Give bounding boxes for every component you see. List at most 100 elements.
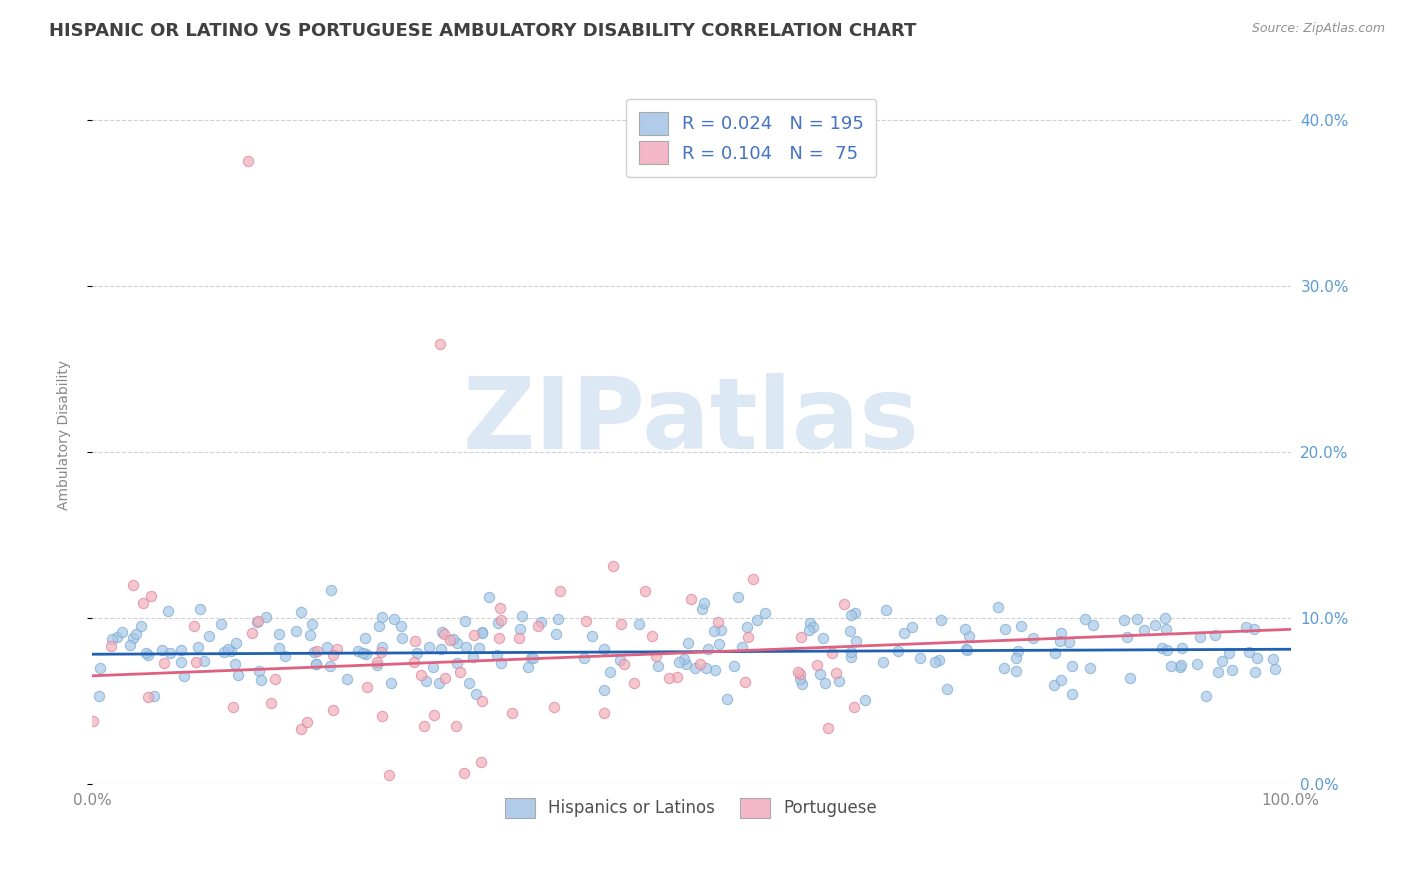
- Point: [634, 584, 657, 599]
- Point: [1160, 658, 1182, 673]
- Point: [544, 626, 567, 640]
- Point: [593, 682, 616, 697]
- Point: [430, 642, 453, 657]
- Point: [593, 706, 616, 720]
- Point: [1206, 665, 1229, 679]
- Point: [516, 660, 538, 674]
- Point: [593, 642, 616, 657]
- Point: [404, 633, 426, 648]
- Point: [221, 699, 243, 714]
- Point: [1195, 689, 1218, 703]
- Point: [371, 640, 394, 654]
- Point: [371, 709, 394, 723]
- Point: [647, 659, 669, 673]
- Point: [465, 687, 488, 701]
- Point: [136, 648, 159, 662]
- Point: [1112, 613, 1135, 627]
- Point: [132, 596, 155, 610]
- Point: [441, 632, 464, 647]
- Point: [710, 623, 733, 637]
- Point: [224, 657, 246, 671]
- Point: [501, 706, 523, 721]
- Point: [267, 641, 290, 656]
- Point: [987, 599, 1010, 614]
- Point: [679, 591, 702, 606]
- Point: [418, 640, 440, 655]
- Point: [1243, 622, 1265, 636]
- Point: [789, 630, 811, 644]
- Point: [808, 666, 831, 681]
- Point: [153, 656, 176, 670]
- Point: [422, 660, 444, 674]
- Point: [446, 636, 468, 650]
- Point: [955, 641, 977, 656]
- Point: [302, 645, 325, 659]
- Point: [150, 643, 173, 657]
- Point: [471, 626, 494, 640]
- Point: [212, 645, 235, 659]
- Point: [209, 617, 232, 632]
- Point: [522, 651, 544, 665]
- Point: [789, 666, 811, 681]
- Point: [665, 670, 688, 684]
- Point: [433, 671, 456, 685]
- Point: [1243, 665, 1265, 679]
- Point: [789, 672, 811, 686]
- Point: [658, 671, 681, 685]
- Point: [841, 650, 863, 665]
- Point: [353, 646, 375, 660]
- Point: [371, 609, 394, 624]
- Point: [693, 596, 716, 610]
- Point: [470, 755, 492, 769]
- Point: [319, 658, 342, 673]
- Point: [264, 672, 287, 686]
- Point: [543, 700, 565, 714]
- Point: [122, 578, 145, 592]
- Point: [489, 656, 512, 670]
- Point: [295, 715, 318, 730]
- Point: [797, 624, 820, 638]
- Point: [790, 677, 813, 691]
- Point: [301, 616, 323, 631]
- Point: [508, 631, 530, 645]
- Point: [610, 616, 633, 631]
- Point: [457, 676, 479, 690]
- Point: [1153, 610, 1175, 624]
- Point: [125, 626, 148, 640]
- Point: [370, 645, 392, 659]
- Point: [742, 572, 765, 586]
- Point: [1007, 644, 1029, 658]
- Point: [322, 648, 344, 663]
- Point: [267, 626, 290, 640]
- Point: [1263, 652, 1285, 666]
- Point: [1220, 663, 1243, 677]
- Point: [354, 647, 377, 661]
- Point: [236, 154, 259, 169]
- Point: [89, 661, 111, 675]
- Point: [486, 615, 509, 630]
- Point: [188, 602, 211, 616]
- Point: [817, 721, 839, 735]
- Point: [1022, 631, 1045, 645]
- Point: [1083, 618, 1105, 632]
- Point: [82, 714, 104, 729]
- Point: [380, 675, 402, 690]
- Point: [1059, 635, 1081, 649]
- Point: [471, 625, 494, 640]
- Point: [247, 665, 270, 679]
- Point: [806, 658, 828, 673]
- Point: [530, 615, 553, 629]
- Point: [468, 640, 491, 655]
- Point: [845, 633, 868, 648]
- Point: [463, 628, 485, 642]
- Point: [1078, 660, 1101, 674]
- Point: [378, 768, 401, 782]
- Point: [471, 693, 494, 707]
- Point: [703, 624, 725, 638]
- Point: [928, 653, 950, 667]
- Point: [1156, 643, 1178, 657]
- Point: [690, 602, 713, 616]
- Point: [298, 628, 321, 642]
- Point: [548, 583, 571, 598]
- Point: [446, 719, 468, 733]
